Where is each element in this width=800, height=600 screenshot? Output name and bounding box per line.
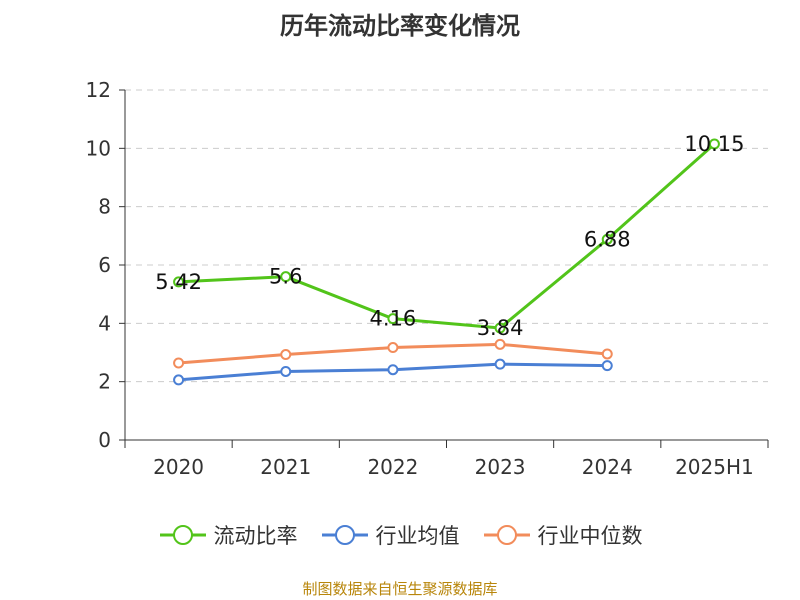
- data-label: 4.16: [370, 307, 417, 331]
- data-point: [280, 349, 292, 361]
- data-label: 5.6: [269, 265, 302, 289]
- legend-item[interactable]: 行业均值: [320, 520, 460, 550]
- x-tick-label: 2022: [367, 455, 418, 479]
- data-label: 3.84: [477, 316, 524, 340]
- x-tick-label: 2020: [153, 455, 204, 479]
- legend: 流动比率 行业均值 行业中位数: [0, 520, 800, 550]
- y-tick-label: 12: [86, 78, 111, 102]
- data-point: [387, 313, 399, 325]
- data-point: [601, 233, 613, 245]
- legend-item[interactable]: 流动比率: [158, 520, 298, 550]
- data-label: 5.42: [155, 270, 202, 294]
- data-point: [280, 271, 292, 283]
- data-label: 10.15: [684, 132, 744, 156]
- source-note: 制图数据来自恒生聚源数据库: [302, 580, 498, 598]
- data-point: [173, 357, 185, 369]
- legend-item[interactable]: 行业中位数: [482, 520, 643, 550]
- x-tick-label: 2024: [582, 455, 633, 479]
- y-tick-label: 10: [86, 136, 111, 160]
- y-tick-label: 0: [98, 428, 111, 452]
- data-label: 6.88: [584, 227, 631, 251]
- data-point: [494, 358, 506, 370]
- data-point: [601, 360, 613, 372]
- data-point: [280, 365, 292, 377]
- x-tick-label: 2021: [260, 455, 311, 479]
- legend-label: 流动比率: [213, 524, 298, 548]
- y-tick-label: 2: [98, 370, 111, 394]
- data-point: [173, 276, 185, 288]
- data-point: [494, 322, 506, 334]
- data-point: [601, 348, 613, 360]
- data-point: [708, 138, 720, 150]
- chart-title: 历年流动比率变化情况: [280, 12, 520, 40]
- data-point: [173, 374, 185, 386]
- data-point: [387, 364, 399, 376]
- legend-swatch-icon: [159, 525, 206, 545]
- legend-label: 行业均值: [375, 524, 460, 548]
- x-tick-label: 2025H1: [675, 455, 754, 479]
- y-tick-label: 8: [98, 195, 111, 219]
- legend-swatch-icon: [321, 525, 368, 545]
- data-point: [387, 342, 399, 354]
- y-tick-label: 6: [98, 253, 111, 277]
- data-point: [494, 338, 506, 350]
- y-tick-label: 4: [98, 311, 111, 335]
- x-tick-label: 2023: [475, 455, 526, 479]
- series-line: [178, 142, 716, 330]
- legend-swatch-icon: [483, 525, 530, 545]
- legend-label: 行业中位数: [537, 524, 643, 548]
